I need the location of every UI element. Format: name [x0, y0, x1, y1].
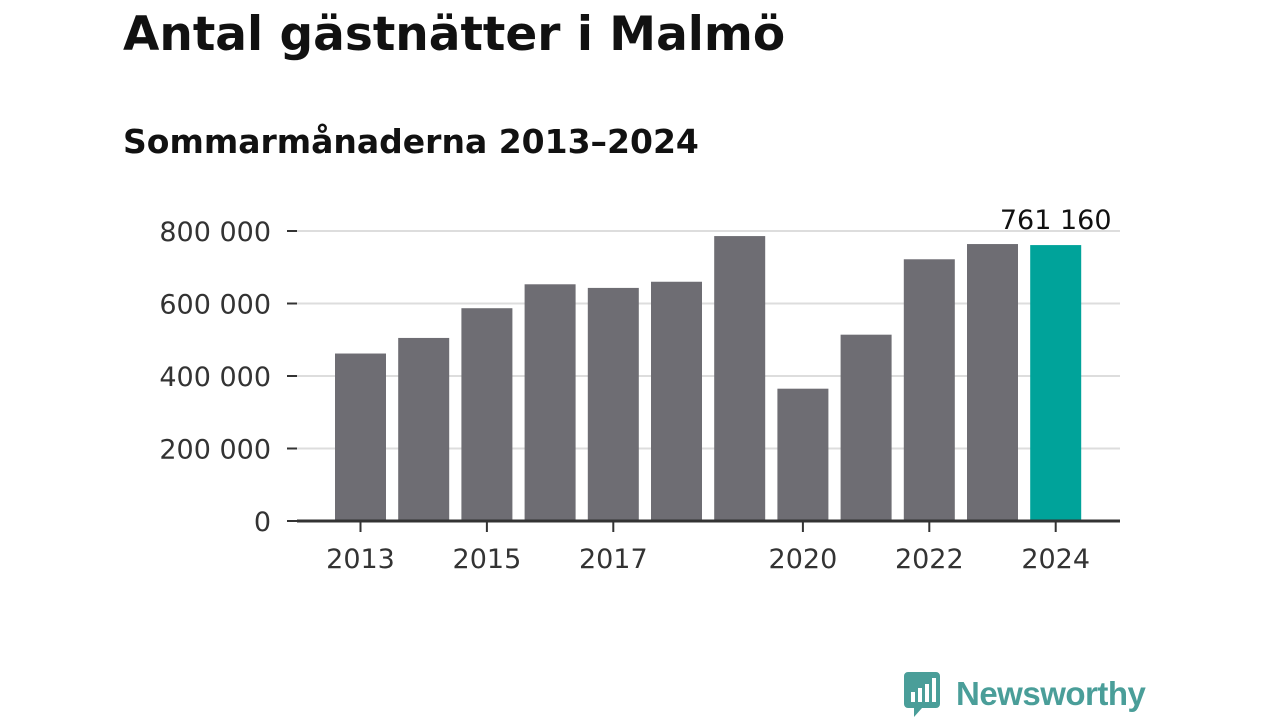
- x-tick-label: 2024: [1021, 544, 1090, 575]
- x-tick-label: 2015: [453, 544, 522, 575]
- chart-title: Antal gästnätter i Malmö: [123, 7, 786, 62]
- bar-2014: [398, 337, 450, 521]
- x-tick-label: 2020: [769, 544, 838, 575]
- x-tick-label: 2013: [326, 544, 395, 575]
- bar-2020: [777, 388, 829, 521]
- bar-2018: [651, 281, 702, 521]
- y-tick-label: 600 000: [159, 290, 271, 321]
- bar-chart-speech-bubble-icon: [904, 672, 940, 717]
- axes: [287, 230, 1120, 532]
- bar-2024: [1030, 245, 1082, 521]
- bar-2019: [714, 236, 766, 521]
- y-tick-label: 0: [254, 507, 271, 538]
- brand-name: Newsworthy: [956, 675, 1146, 712]
- bar-2022: [903, 259, 955, 521]
- bar-chart: 0 200 000 400 000 600 000 800 000 761 160 2013…: [159, 205, 1120, 575]
- bar-2015: [461, 308, 513, 521]
- chart-subtitle: Sommarmånaderna 2013–2024: [123, 122, 699, 161]
- y-tick-label: 200 000: [159, 435, 271, 466]
- y-tick-label: 400 000: [159, 362, 271, 393]
- x-tick-label: 2017: [579, 544, 648, 575]
- data-label: 761 160: [1000, 205, 1112, 236]
- x-tick-label: 2022: [895, 544, 964, 575]
- bar-2021: [840, 334, 892, 521]
- bar-2016: [524, 284, 576, 521]
- labels: 0 200 000 400 000 600 000 800 000 761 160 2013…: [159, 205, 1111, 575]
- y-tick-label: 800 000: [159, 217, 271, 248]
- bar-2017: [587, 287, 639, 521]
- bar-2023: [967, 244, 1018, 522]
- bars: [335, 236, 1082, 522]
- newsworthy-logo: Newsworthy: [902, 670, 1146, 718]
- bar-2013: [335, 353, 386, 521]
